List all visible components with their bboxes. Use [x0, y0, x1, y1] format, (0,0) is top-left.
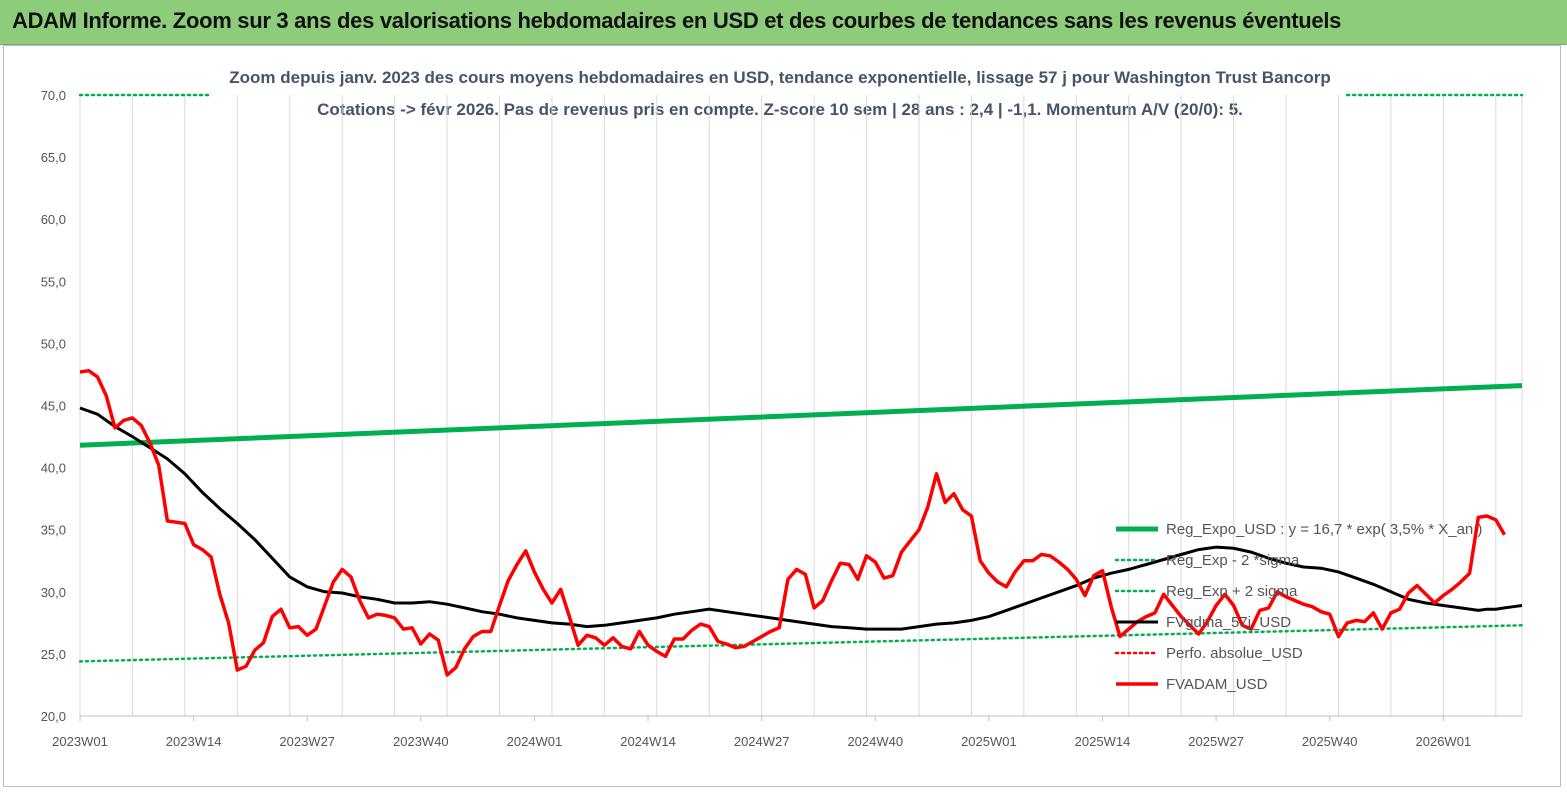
- legend-label: FVADAM_USD: [1166, 676, 1268, 693]
- y-axis: 20,0 25,0 30,0 35,0 40,0 45,0 50,0 55,0 60,0 65,0…: [41, 88, 66, 724]
- x-tick-label: 2023W27: [279, 734, 335, 749]
- y-tick-label: 65,0: [41, 150, 66, 165]
- title-bar: ADAM Informe. Zoom sur 3 ans des valoris…: [0, 0, 1567, 45]
- x-tick-label: 2025W27: [1188, 734, 1244, 749]
- y-tick-label: 30,0: [41, 585, 66, 600]
- x-axis: 2023W01 2023W14 2023W27 2023W40 2024W01 2024W…: [52, 716, 1471, 749]
- x-tick-label: 2026W01: [1416, 734, 1472, 749]
- series-line-0: [79, 383, 1523, 448]
- y-tick-label: 45,0: [41, 399, 66, 414]
- x-tick-label: 2024W40: [847, 734, 903, 749]
- chart-title-line2: Cotations -> févr 2026. Pas de revenus p…: [317, 100, 1243, 119]
- x-tick-label: 2024W14: [620, 734, 676, 749]
- grid: [79, 95, 1523, 717]
- x-tick-label: 2025W14: [1075, 734, 1131, 749]
- y-tick-label: 50,0: [41, 336, 66, 351]
- x-tick-label: 2023W01: [52, 734, 108, 749]
- legend-label: FVgdma_57j_USD: [1166, 614, 1291, 631]
- legend-label: Perfo. absolue_USD: [1166, 645, 1303, 662]
- page-title: ADAM Informe. Zoom sur 3 ans des valoris…: [12, 8, 1342, 33]
- y-tick-label: 20,0: [41, 709, 66, 724]
- x-tick-label: 2023W14: [166, 734, 222, 749]
- legend-label: Reg_Expo_USD : y = 16,7 * exp( 3,5% * X_…: [1166, 521, 1482, 538]
- x-tick-label: 2023W40: [393, 734, 449, 749]
- series-line-3: [79, 406, 1523, 631]
- series-line-1: [78, 624, 1524, 663]
- y-tick-label: 55,0: [41, 274, 66, 289]
- x-tick-label: 2024W01: [507, 734, 563, 749]
- y-tick-label: 70,0: [41, 88, 66, 103]
- legend-label: Reg_Exp - 2 *sigma: [1166, 552, 1300, 569]
- x-tick-label: 2025W40: [1302, 734, 1358, 749]
- y-tick-label: 35,0: [41, 523, 66, 538]
- legend-label: Reg_Exp + 2 sigma: [1166, 583, 1298, 600]
- y-tick-label: 25,0: [41, 647, 66, 662]
- legend: Reg_Expo_USD : y = 16,7 * exp( 3,5% * X_…: [1114, 521, 1482, 693]
- x-tick-label: 2024W27: [734, 734, 790, 749]
- series-line-5: [79, 368, 1507, 677]
- y-tick-label: 60,0: [41, 212, 66, 227]
- chart-title-line1: Zoom depuis janv. 2023 des cours moyens …: [229, 68, 1331, 87]
- x-tick-label: 2025W01: [961, 734, 1017, 749]
- series-group: [78, 93, 1524, 677]
- y-tick-label: 40,0: [41, 461, 66, 476]
